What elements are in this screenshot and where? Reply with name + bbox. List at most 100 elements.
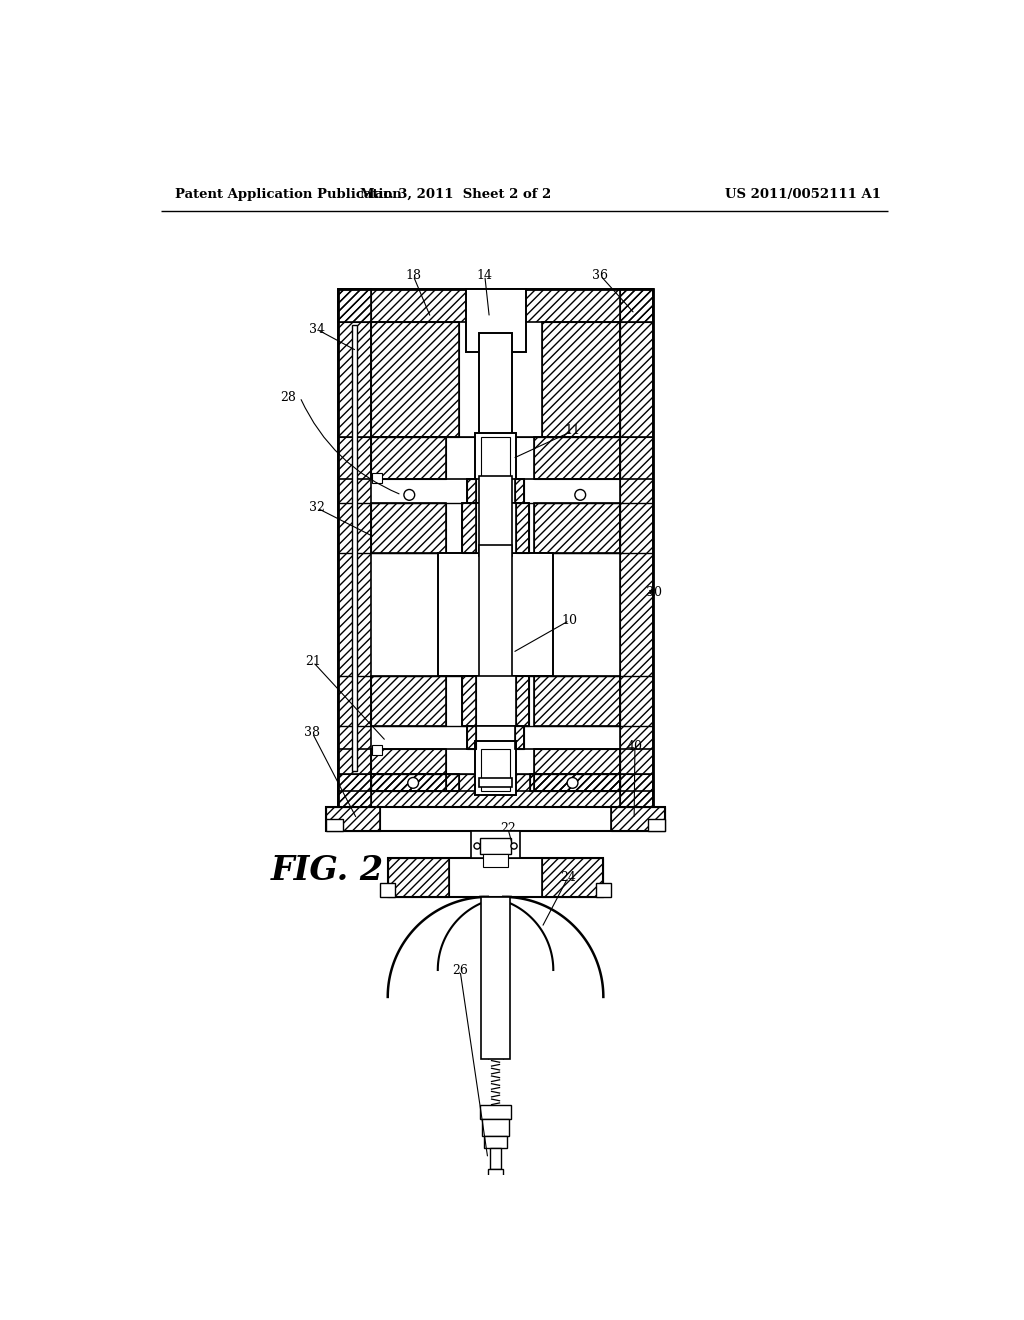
Bar [490,1148,501,1170]
Text: 32: 32 [309,502,325,515]
Text: 21: 21 [305,656,321,668]
Bar [535,748,621,792]
Bar [371,322,460,437]
Bar [515,726,524,748]
Bar [371,775,460,792]
Bar [351,326,357,771]
Bar [438,553,553,676]
Text: 40: 40 [627,741,643,754]
Bar [515,726,524,748]
Bar [481,1118,509,1135]
Bar [339,289,652,322]
Bar [648,818,665,832]
Text: US 2011/0052111 A1: US 2011/0052111 A1 [725,187,881,201]
Bar [490,1179,500,1187]
Circle shape [408,777,419,788]
Bar [371,503,446,553]
Bar [542,858,603,896]
Text: FIG. 2: FIG. 2 [270,854,384,887]
Bar [326,818,343,832]
Text: 28: 28 [281,391,296,404]
Text: 10: 10 [561,614,578,627]
Text: 34: 34 [309,323,325,335]
Bar [471,832,520,858]
Bar [462,503,475,553]
Bar [462,676,529,726]
Bar [481,748,510,792]
Bar [467,726,476,748]
Circle shape [511,843,517,849]
Text: 24: 24 [560,871,575,884]
Bar [515,479,524,503]
Bar [371,322,621,775]
Bar [535,503,621,553]
Bar [515,479,524,503]
Bar [462,676,475,726]
Bar [481,896,510,1059]
Text: 18: 18 [406,269,421,282]
Bar [467,479,476,503]
Text: 30: 30 [646,586,663,599]
Bar [388,858,450,896]
Bar [621,289,652,807]
Circle shape [567,777,578,788]
Bar [483,854,508,867]
Bar [371,748,446,792]
Bar [326,807,380,832]
Bar [515,676,529,726]
Bar [535,503,621,553]
Bar [326,807,380,832]
Bar [530,775,621,792]
Bar [462,676,475,726]
Bar [621,289,652,807]
Bar [515,676,529,726]
Bar [542,322,621,437]
Bar [530,775,621,792]
Bar [326,807,665,832]
Bar [515,503,529,553]
Bar [462,503,529,553]
Bar [481,437,510,479]
Circle shape [574,490,586,500]
Bar [596,883,611,896]
Text: 14: 14 [477,269,493,282]
Circle shape [403,490,415,500]
Bar [611,807,665,832]
Bar [462,503,475,553]
Text: 38: 38 [304,726,321,739]
Bar [339,289,652,322]
Circle shape [474,843,480,849]
Bar [466,289,525,352]
Bar [371,322,460,437]
Bar [339,775,652,807]
Bar [371,748,446,792]
Bar [542,322,621,437]
Bar [535,437,621,479]
Bar [480,838,511,854]
Bar [535,748,621,792]
Bar [373,474,382,483]
Bar [467,726,476,748]
Bar [484,1135,507,1148]
Bar [371,775,460,792]
Bar [339,289,652,807]
Text: 26: 26 [453,964,468,977]
Bar [467,479,476,503]
Bar [515,503,529,553]
Bar [478,545,512,684]
Bar [480,1105,511,1118]
Bar [475,433,516,483]
Text: 22: 22 [500,822,516,834]
Bar [339,775,652,807]
Bar [380,883,395,896]
Text: 11: 11 [564,425,581,437]
Bar [339,289,371,807]
Text: Mar. 3, 2011  Sheet 2 of 2: Mar. 3, 2011 Sheet 2 of 2 [359,187,551,201]
Bar [535,437,621,479]
Text: 36: 36 [592,269,608,282]
Bar [373,744,382,755]
Bar [478,333,512,483]
Bar [535,676,621,726]
Bar [371,676,446,726]
Bar [542,858,603,896]
